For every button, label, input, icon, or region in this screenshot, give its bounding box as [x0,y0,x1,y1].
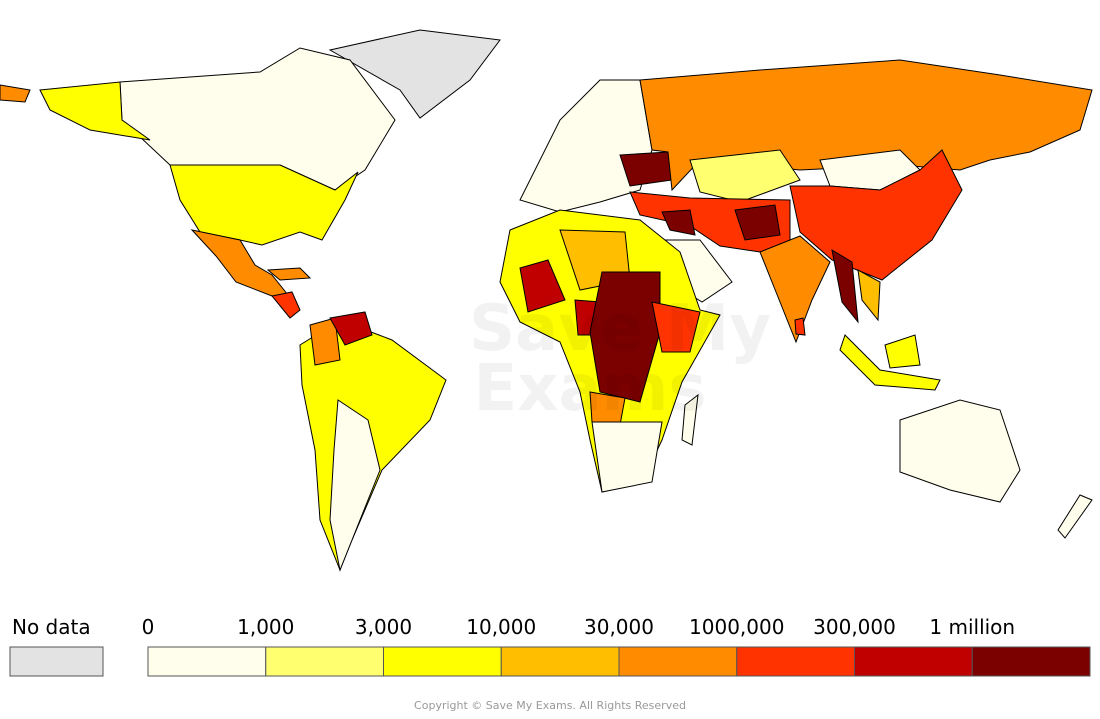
region [839,334,941,391]
region [271,291,301,319]
region [119,47,396,191]
legend-label: 1000,000 [689,615,784,639]
region [309,317,341,366]
world-map [0,29,1093,572]
region [591,421,663,493]
region [857,269,881,322]
region [0,84,31,103]
region [734,204,781,241]
legend-label: 1 million [929,615,1015,639]
legend-swatch [383,646,502,677]
legend-label: 1,000 [237,615,294,639]
region [39,81,151,141]
region [589,271,661,403]
region [519,259,566,313]
legend-label: 0 [142,615,155,639]
legend-label: No data [12,615,91,639]
region [329,311,373,346]
region [328,29,501,119]
legend-swatch [265,646,384,677]
legend-label: 30,000 [584,615,654,639]
legend-label: 10,000 [466,615,536,639]
legend-swatch [618,646,738,677]
legend-swatch [854,646,973,677]
region [831,248,859,324]
watermark: Exams [474,352,707,426]
region [759,235,831,344]
legend-swatch [147,646,267,677]
region [681,393,699,446]
legend-swatch [971,646,1091,677]
legend-swatch [500,646,620,677]
region [329,399,381,572]
region [266,267,312,281]
region [169,164,359,246]
region [689,149,801,203]
legend-swatch [9,646,104,677]
region [884,334,921,369]
region [1057,494,1093,539]
region [899,399,1021,503]
watermark: Save My [469,292,771,366]
legend-scale: 0 1,000 3,000 10,000 30,000 1000,000 300,000 1 … [142,615,1091,677]
copyright: Copyright © Save My Exams. All Rights Re… [414,699,686,712]
region [661,209,696,236]
region [789,149,963,281]
legend-label: 300,000 [813,615,896,639]
legend-swatch [736,646,855,677]
region [794,317,806,336]
legend-label: 3,000 [355,615,412,639]
region [651,301,701,353]
